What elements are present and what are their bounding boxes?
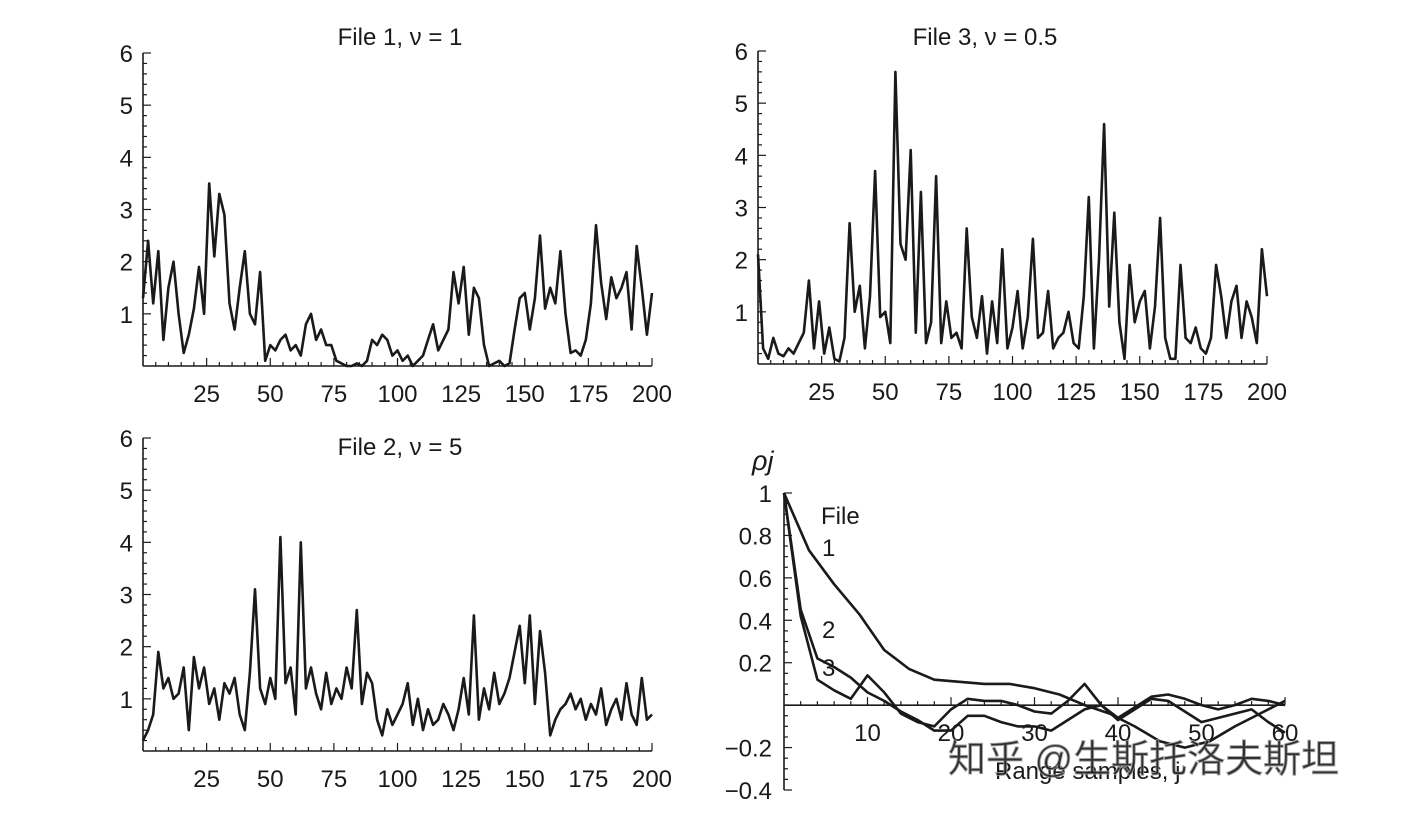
x-tick-label: 40	[1105, 720, 1132, 747]
chart-panel-file2: File 2, ν = 5 25 50 75 100 125 150 175 200 1 2 3 4 5…	[120, 426, 672, 793]
y-tick-label: 6	[120, 426, 133, 453]
y-tick-label: 4	[120, 530, 133, 557]
x-tick-label: 125	[441, 381, 481, 408]
x-tick-label: 75	[321, 766, 348, 793]
series-line-file-2	[782, 492, 1286, 734]
x-tick-label: 175	[568, 381, 608, 408]
y-tick-label: 5	[120, 93, 133, 120]
series-line-file-1	[782, 492, 1286, 749]
chart-panel-file1: File 1, ν = 1 25 50 75 100 125 150 175 200 1 2 3 4 5…	[120, 24, 672, 408]
chart-panel-file3: File 3, ν = 0.5 25 50 75 100 125 150 175 200 1 2 3…	[735, 24, 1287, 406]
y-tick-label: −0.4	[725, 778, 772, 805]
x-tick-label: 10	[854, 720, 881, 747]
x-tick-label: 20	[938, 720, 965, 747]
x-tick-label: 100	[377, 381, 417, 408]
chart-title: File 2, ν = 5	[338, 434, 463, 461]
y-tick-label: 3	[120, 583, 133, 610]
watermark: 知乎 @生斯托洛夫斯坦	[948, 739, 1339, 781]
series-line	[141, 182, 654, 368]
x-tick-label: 75	[936, 379, 963, 406]
y-tick-label: −0.2	[725, 736, 772, 763]
x-tick-label: 150	[505, 766, 545, 793]
y-tick-label: 4	[735, 143, 748, 170]
y-tick-label: 2	[735, 248, 748, 275]
y-tick-label: 5	[735, 91, 748, 118]
y-tick-label: 1	[735, 300, 748, 327]
y-tick-label: 6	[120, 41, 133, 68]
x-tick-label: 200	[1247, 379, 1287, 406]
y-tick-label: 3	[120, 198, 133, 225]
x-tick-label: 175	[568, 766, 608, 793]
y-tick-label: 0.2	[739, 651, 772, 678]
x-tick-label: 100	[377, 766, 417, 793]
x-tick-label: 175	[1183, 379, 1223, 406]
y-tick-label: 4	[120, 145, 133, 172]
chart-panel-autocorrelation: ρj File 1 2 3 Range samples, j 10 20 30 40 5…	[725, 446, 1299, 805]
legend-label-2: 2	[822, 617, 835, 644]
y-tick-label: 1	[120, 687, 133, 714]
series-line-file-3	[782, 492, 1286, 728]
y-tick-label: 2	[120, 635, 133, 662]
x-axis-label: Range samples, j	[995, 758, 1180, 785]
series-line	[141, 535, 653, 742]
y-tick-label: 0.6	[739, 566, 772, 593]
x-tick-label: 100	[992, 379, 1032, 406]
y-tick-label: 1	[759, 481, 772, 508]
x-tick-label: 125	[1056, 379, 1096, 406]
legend-label-3: 3	[822, 655, 835, 682]
series-line	[756, 70, 1269, 363]
y-tick-label: 3	[735, 196, 748, 223]
x-tick-label: 125	[441, 766, 481, 793]
x-tick-label: 50	[872, 379, 899, 406]
legend-title: File	[821, 503, 860, 530]
y-tick-label: 0.4	[739, 608, 772, 635]
y-axis-label: ρj	[751, 446, 774, 476]
x-tick-label: 50	[257, 381, 284, 408]
x-tick-label: 25	[193, 381, 220, 408]
x-tick-label: 150	[1120, 379, 1160, 406]
chart-title: File 1, ν = 1	[338, 24, 463, 51]
x-tick-label: 30	[1021, 720, 1048, 747]
x-tick-label: 25	[193, 766, 220, 793]
x-tick-label: 200	[632, 381, 672, 408]
x-tick-label: 200	[632, 766, 672, 793]
legend-label-1: 1	[822, 535, 835, 562]
chart-title: File 3, ν = 0.5	[913, 24, 1058, 51]
y-tick-label: 6	[735, 39, 748, 66]
x-tick-label: 150	[505, 381, 545, 408]
y-tick-label: 0.8	[739, 523, 772, 550]
y-tick-label: 2	[120, 250, 133, 277]
x-tick-label: 50	[257, 766, 284, 793]
x-tick-label: 60	[1272, 720, 1299, 747]
x-tick-label: 75	[321, 381, 348, 408]
x-tick-label: 25	[808, 379, 835, 406]
y-tick-label: 1	[120, 302, 133, 329]
y-tick-label: 5	[120, 478, 133, 505]
